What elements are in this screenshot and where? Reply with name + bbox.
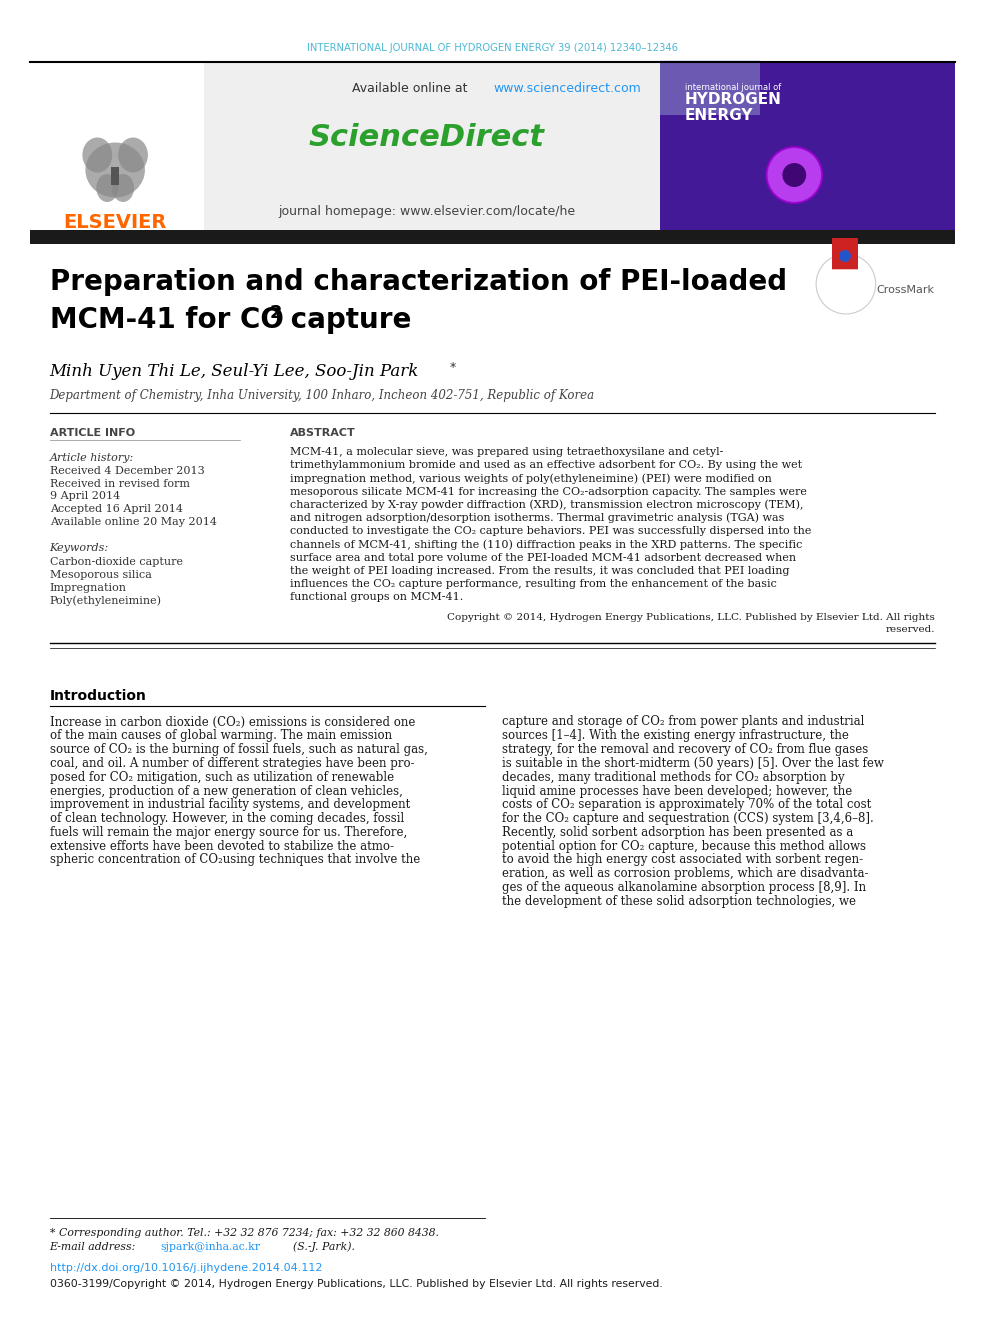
Text: sources [1–4]. With the existing energy infrastructure, the: sources [1–4]. With the existing energy … [502, 729, 849, 742]
Text: Keywords:: Keywords: [50, 542, 109, 553]
Text: capture: capture [281, 306, 412, 333]
Text: impregnation method, various weights of poly(ethyleneimine) (PEI) were modified : impregnation method, various weights of … [290, 474, 772, 484]
Text: HYDROGEN: HYDROGEN [685, 93, 782, 107]
Text: Article history:: Article history: [50, 452, 134, 463]
Text: capture and storage of CO₂ from power plants and industrial: capture and storage of CO₂ from power pl… [502, 716, 865, 729]
Text: energies, production of a new generation of clean vehicles,: energies, production of a new generation… [50, 785, 403, 798]
Text: Received 4 December 2013: Received 4 December 2013 [50, 466, 204, 476]
Text: Recently, solid sorbent adsorption has been presented as a: Recently, solid sorbent adsorption has b… [502, 826, 854, 839]
Text: journal homepage: www.elsevier.com/locate/he: journal homepage: www.elsevier.com/locat… [279, 205, 575, 218]
Bar [661, 60, 760, 115]
Ellipse shape [118, 138, 148, 172]
Text: liquid amine processes have been developed; however, the: liquid amine processes have been develop… [502, 785, 853, 798]
Text: fuels will remain the major energy source for us. Therefore,: fuels will remain the major energy sourc… [50, 826, 407, 839]
Text: ScienceDirect: ScienceDirect [309, 123, 545, 152]
Text: spheric concentration of CO₂using techniques that involve the: spheric concentration of CO₂using techni… [50, 853, 420, 867]
Ellipse shape [96, 175, 118, 202]
Text: channels of MCM-41, shifting the (110) diffraction peaks in the XRD patterns. Th: channels of MCM-41, shifting the (110) d… [290, 538, 803, 549]
Circle shape [839, 250, 851, 262]
Text: http://dx.doi.org/10.1016/j.ijhydene.2014.04.112: http://dx.doi.org/10.1016/j.ijhydene.201… [50, 1263, 322, 1273]
Text: Increase in carbon dioxide (CO₂) emissions is considered one: Increase in carbon dioxide (CO₂) emissio… [50, 716, 415, 729]
Text: 0360-3199/Copyright © 2014, Hydrogen Energy Publications, LLC. Published by Else: 0360-3199/Copyright © 2014, Hydrogen Ene… [50, 1279, 663, 1289]
Text: is suitable in the short-midterm (50 years) [5]. Over the last few: is suitable in the short-midterm (50 yea… [502, 757, 884, 770]
Text: mesoporous silicate MCM-41 for increasing the CO₂-adsorption capacity. The sampl: mesoporous silicate MCM-41 for increasin… [290, 487, 806, 496]
Text: coal, and oil. A number of different strategies have been pro-: coal, and oil. A number of different str… [50, 757, 415, 770]
Text: Copyright © 2014, Hydrogen Energy Publications, LLC. Published by Elsevier Ltd. : Copyright © 2014, Hydrogen Energy Public… [447, 613, 935, 622]
Text: Available online at: Available online at [352, 82, 472, 94]
Text: surface area and total pore volume of the PEI-loaded MCM-41 adsorbent decreased : surface area and total pore volume of th… [290, 553, 796, 562]
Text: CrossMark: CrossMark [877, 284, 934, 295]
Text: reserved.: reserved. [886, 624, 935, 634]
Text: Available online 20 May 2014: Available online 20 May 2014 [50, 517, 216, 527]
Text: extensive efforts have been devoted to stabilize the atmo-: extensive efforts have been devoted to s… [50, 840, 394, 853]
Text: ELSEVIER: ELSEVIER [63, 213, 167, 232]
Text: costs of CO₂ separation is approximately 70% of the total cost: costs of CO₂ separation is approximately… [502, 798, 872, 811]
Text: Preparation and characterization of PEI-loaded: Preparation and characterization of PEI-… [50, 269, 787, 296]
Bar [30, 62, 203, 232]
Text: ABSTRACT: ABSTRACT [290, 429, 356, 438]
Text: Mesoporous silica: Mesoporous silica [50, 570, 152, 579]
Bar [30, 62, 661, 232]
Text: E-mail address:: E-mail address: [50, 1242, 140, 1252]
Circle shape [783, 163, 806, 187]
Text: eration, as well as corrosion problems, which are disadvanta-: eration, as well as corrosion problems, … [502, 868, 869, 880]
Text: the weight of PEI loading increased. From the results, it was concluded that PEI: the weight of PEI loading increased. Fro… [290, 566, 790, 576]
Text: MCM-41 for CO: MCM-41 for CO [50, 306, 284, 333]
Bar [111, 167, 119, 185]
Text: * Corresponding author. Tel.: +32 32 876 7234; fax: +32 32 860 8438.: * Corresponding author. Tel.: +32 32 876… [50, 1228, 438, 1238]
Text: 9 April 2014: 9 April 2014 [50, 491, 120, 501]
Text: the development of these solid adsorption technologies, we: the development of these solid adsorptio… [502, 894, 856, 908]
Bar [661, 62, 955, 232]
Text: INTERNATIONAL JOURNAL OF HYDROGEN ENERGY 39 (2014) 12340–12346: INTERNATIONAL JOURNAL OF HYDROGEN ENERGY… [307, 44, 678, 53]
Text: posed for CO₂ mitigation, such as utilization of renewable: posed for CO₂ mitigation, such as utiliz… [50, 771, 394, 783]
Text: international journal of: international journal of [685, 83, 782, 93]
Text: ARTICLE INFO: ARTICLE INFO [50, 429, 135, 438]
Text: Introduction: Introduction [50, 689, 147, 703]
Text: Accepted 16 April 2014: Accepted 16 April 2014 [50, 504, 183, 515]
Text: improvement in industrial facility systems, and development: improvement in industrial facility syste… [50, 798, 410, 811]
Ellipse shape [112, 175, 134, 202]
Text: *: * [449, 360, 456, 373]
Polygon shape [832, 270, 858, 278]
Text: potential option for CO₂ capture, because this method allows: potential option for CO₂ capture, becaus… [502, 840, 866, 853]
Text: of the main causes of global warming. The main emission: of the main causes of global warming. Th… [50, 729, 392, 742]
Bar [832, 238, 858, 270]
Text: sjpark@inha.ac.kr: sjpark@inha.ac.kr [161, 1242, 261, 1252]
Circle shape [816, 254, 876, 314]
Text: to avoid the high energy cost associated with sorbent regen-: to avoid the high energy cost associated… [502, 853, 863, 867]
Text: conducted to investigate the CO₂ capture behaviors. PEI was successfully dispers: conducted to investigate the CO₂ capture… [290, 527, 811, 536]
Text: www.sciencedirect.com: www.sciencedirect.com [493, 82, 641, 94]
Text: functional groups on MCM-41.: functional groups on MCM-41. [290, 593, 463, 602]
Text: and nitrogen adsorption/desorption isotherms. Thermal gravimetric analysis (TGA): and nitrogen adsorption/desorption isoth… [290, 513, 785, 524]
Text: of clean technology. However, in the coming decades, fossil: of clean technology. However, in the com… [50, 812, 404, 826]
Text: Carbon-dioxide capture: Carbon-dioxide capture [50, 557, 183, 568]
Text: trimethylammonium bromide and used as an effective adsorbent for CO₂. By using t: trimethylammonium bromide and used as an… [290, 460, 803, 470]
Circle shape [767, 147, 822, 202]
Text: characterized by X-ray powder diffraction (XRD), transmission electron microscop: characterized by X-ray powder diffractio… [290, 500, 804, 511]
Text: influences the CO₂ capture performance, resulting from the enhancement of the ba: influences the CO₂ capture performance, … [290, 579, 777, 589]
Text: ges of the aqueous alkanolamine absorption process [8,9]. In: ges of the aqueous alkanolamine absorpti… [502, 881, 867, 894]
Text: (S.-J. Park).: (S.-J. Park). [293, 1242, 355, 1253]
Text: Poly(ethyleneimine): Poly(ethyleneimine) [50, 595, 162, 606]
Bar [30, 230, 955, 243]
Ellipse shape [85, 143, 145, 197]
Text: decades, many traditional methods for CO₂ absorption by: decades, many traditional methods for CO… [502, 771, 845, 783]
Text: strategy, for the removal and recovery of CO₂ from flue gases: strategy, for the removal and recovery o… [502, 744, 869, 757]
Text: for the CO₂ capture and sequestration (CCS) system [3,4,6–8].: for the CO₂ capture and sequestration (C… [502, 812, 874, 826]
Text: Impregnation: Impregnation [50, 583, 127, 593]
Text: ENERGY: ENERGY [685, 107, 754, 123]
Bar [661, 62, 955, 232]
Text: Minh Uyen Thi Le, Seul-Yi Lee, Soo-Jin Park: Minh Uyen Thi Le, Seul-Yi Lee, Soo-Jin P… [50, 364, 419, 381]
Text: 2: 2 [270, 304, 283, 321]
Text: Department of Chemistry, Inha University, 100 Inharo, Incheon 402-751, Republic : Department of Chemistry, Inha University… [50, 389, 595, 402]
Text: MCM-41, a molecular sieve, was prepared using tetraethoxysilane and cetyl-: MCM-41, a molecular sieve, was prepared … [290, 447, 723, 456]
Text: source of CO₂ is the burning of fossil fuels, such as natural gas,: source of CO₂ is the burning of fossil f… [50, 744, 428, 757]
Text: Received in revised form: Received in revised form [50, 479, 189, 490]
Ellipse shape [82, 138, 112, 172]
